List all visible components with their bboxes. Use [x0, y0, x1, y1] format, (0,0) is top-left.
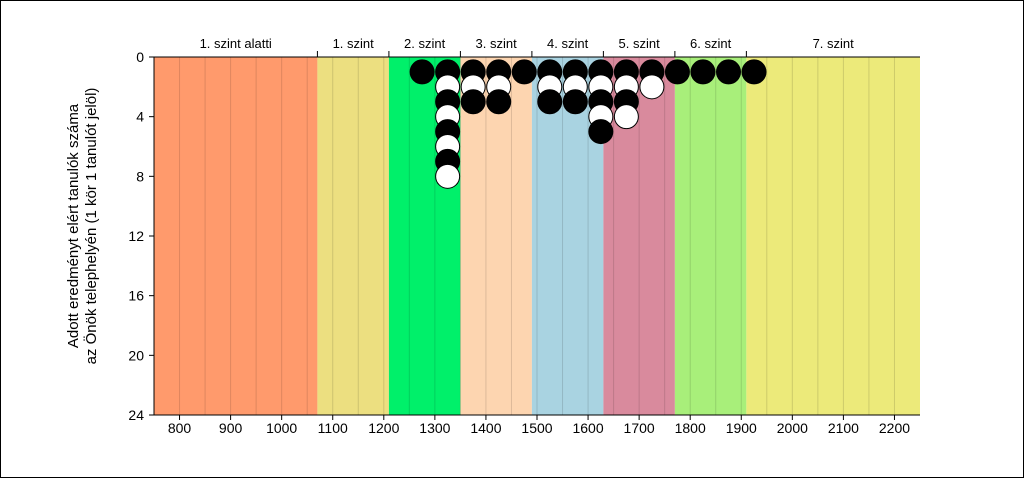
- band-label-1: 1. szint alatti: [200, 36, 272, 51]
- student-marker: [690, 59, 716, 85]
- band-label-3: 2. szint: [404, 36, 446, 51]
- student-marker: [716, 59, 741, 85]
- band-label-2: 1. szint: [333, 36, 375, 51]
- student-marker: [537, 89, 563, 115]
- band-8: [746, 57, 920, 415]
- band-4: [460, 57, 532, 415]
- y-tick-label: 4: [136, 109, 144, 125]
- y-tick-label: 24: [128, 407, 144, 423]
- student-marker: [664, 59, 690, 85]
- x-tick-label: 900: [219, 420, 243, 436]
- student-marker: [409, 59, 435, 85]
- band-1: [154, 57, 318, 415]
- student-marker: [511, 59, 537, 85]
- band-2: [317, 57, 389, 415]
- x-tick-label: 1300: [419, 420, 450, 436]
- student-marker: [435, 163, 461, 189]
- x-tick-label: 1700: [624, 420, 655, 436]
- x-tick-label: 1400: [470, 420, 501, 436]
- x-tick-label: 1500: [521, 420, 552, 436]
- band-label-5: 4. szint: [547, 36, 589, 51]
- band-label-8: 7. szint: [813, 36, 855, 51]
- student-marker: [639, 74, 665, 100]
- y-tick-label: 20: [128, 347, 144, 363]
- band-7: [674, 57, 747, 415]
- student-marker: [486, 89, 512, 115]
- x-tick-label: 2100: [828, 420, 859, 436]
- y-axis-label-line: az Önök telephelyén (1 kör 1 tanulót jel…: [82, 88, 100, 365]
- x-tick-label: 1600: [572, 420, 603, 436]
- y-tick-label: 12: [128, 228, 144, 244]
- student-marker: [741, 59, 767, 85]
- x-tick-label: 1100: [318, 420, 348, 436]
- y-axis-label: Adott eredményt elért tanulók számaaz Ön…: [65, 88, 100, 365]
- band-label-6: 5. szint: [619, 36, 661, 51]
- student-marker: [460, 89, 486, 115]
- x-tick-label: 1000: [266, 420, 297, 436]
- student-marker: [613, 104, 639, 130]
- y-tick-label: 0: [136, 49, 144, 65]
- student-marker: [588, 119, 614, 145]
- x-tick-label: 2000: [777, 420, 808, 436]
- x-tick-label: 2200: [879, 420, 910, 436]
- x-tick-label: 1800: [675, 420, 706, 436]
- x-tick-label: 800: [168, 420, 192, 436]
- x-tick-label: 1900: [726, 420, 757, 436]
- band-label-7: 6. szint: [690, 36, 732, 51]
- y-tick-label: 8: [136, 168, 144, 184]
- band-label-4: 3. szint: [476, 36, 518, 51]
- y-axis-label-line: Adott eredményt elért tanulók száma: [65, 103, 82, 348]
- y-tick-label: 16: [128, 288, 144, 304]
- x-tick-label: 1200: [368, 420, 399, 436]
- student-marker: [562, 89, 588, 115]
